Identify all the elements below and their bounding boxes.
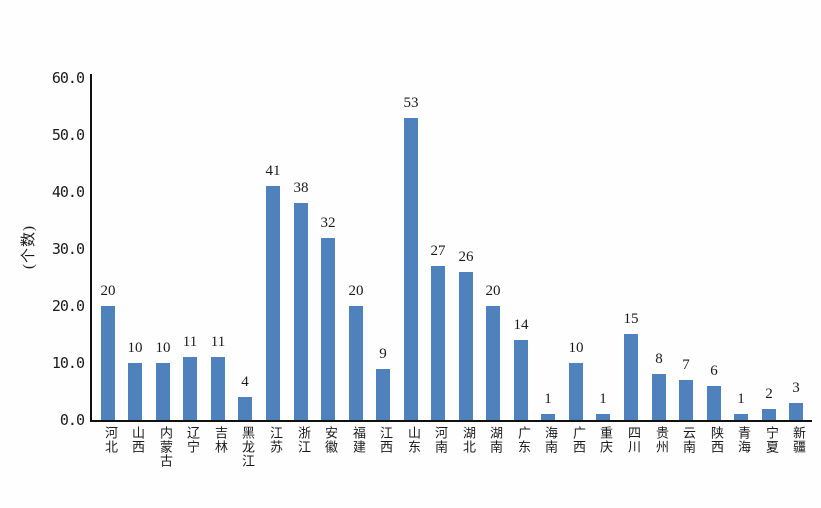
bar-value-label: 38 [293,180,309,196]
x-category-label: 辽宁 [185,426,200,454]
x-category-label: 安徽 [323,426,338,454]
bar [266,186,280,420]
bar-value-label: 3 [792,380,800,396]
bar-value-label: 26 [458,249,474,265]
x-category-label: 广西 [571,426,586,454]
bar-value-label: 53 [403,95,419,111]
bar [652,374,666,420]
x-category-label: 重庆 [598,426,613,454]
y-tick-label: 30.0 [51,240,85,258]
y-tick-label: 0.0 [59,411,85,429]
bar-value-label: 6 [710,363,718,379]
y-tick-label: 10.0 [51,354,85,372]
bar [514,340,528,420]
bar [679,380,693,420]
x-category-label: 福建 [351,426,366,454]
bar-value-label: 41 [265,163,281,179]
x-category-label: 山东 [406,426,421,454]
bar-value-label: 20 [348,283,364,299]
bar [156,363,170,420]
x-category-label: 四川 [626,426,641,454]
bar-value-label: 10 [155,340,171,356]
x-category-label: 山西 [130,426,145,454]
bar [101,306,115,420]
bar [459,272,473,420]
x-category-label: 黑龙江 [240,426,255,468]
bar [541,414,555,420]
y-tick-label: 40.0 [51,183,85,201]
bar [128,363,142,420]
bar-value-label: 11 [182,334,198,350]
bar-value-label: 20 [485,283,501,299]
bar-value-label: 27 [430,243,446,259]
x-category-label: 吉林 [213,426,228,454]
y-tick-label: 60.0 [51,69,85,87]
bar [569,363,583,420]
bar-value-label: 32 [320,215,336,231]
bar-value-label: 20 [100,283,116,299]
bar-value-label: 9 [379,346,387,362]
bar-value-label: 14 [513,317,529,333]
bar [183,357,197,420]
bar [486,306,500,420]
x-category-label: 内蒙古 [158,426,173,468]
bar [624,334,638,420]
y-axis-line [90,74,92,422]
x-category-label: 湖南 [488,426,503,454]
x-category-label: 宁夏 [764,426,779,454]
bar-value-label: 7 [682,357,690,373]
bar [789,403,803,420]
x-category-label: 贵州 [654,426,669,454]
x-category-label: 浙江 [296,426,311,454]
bar [734,414,748,420]
x-category-label: 湖北 [461,426,476,454]
x-category-label: 陕西 [709,426,724,454]
bar [294,203,308,420]
bar [596,414,610,420]
bar-value-label: 4 [241,374,249,390]
x-axis-line [90,420,812,422]
bar [376,369,390,420]
x-category-label: 青海 [736,426,751,454]
bar [762,409,776,420]
y-tick-label: 50.0 [51,126,85,144]
x-category-label: 广东 [516,426,531,454]
x-category-label: 云南 [681,426,696,454]
bar-value-label: 15 [623,311,639,327]
bar [238,397,252,420]
y-tick-label: 20.0 [51,297,85,315]
x-category-label: 河北 [103,426,118,454]
x-category-label: 新疆 [791,426,806,454]
bar-value-label: 11 [210,334,226,350]
x-category-label: 江西 [378,426,393,454]
bar-value-label: 1 [737,391,745,407]
bar [404,118,418,420]
bar-value-label: 10 [568,340,584,356]
bar [431,266,445,420]
bar-value-label: 8 [655,351,663,367]
bar [211,357,225,420]
x-category-label: 海南 [543,426,558,454]
x-category-label: 江苏 [268,426,283,454]
bar [321,238,335,420]
bar-value-label: 2 [765,386,773,402]
bar-value-label: 1 [544,391,552,407]
bar-value-label: 10 [127,340,143,356]
bar [349,306,363,420]
bar-value-label: 1 [599,391,607,407]
x-category-label: 河南 [433,426,448,454]
bar [707,386,721,420]
